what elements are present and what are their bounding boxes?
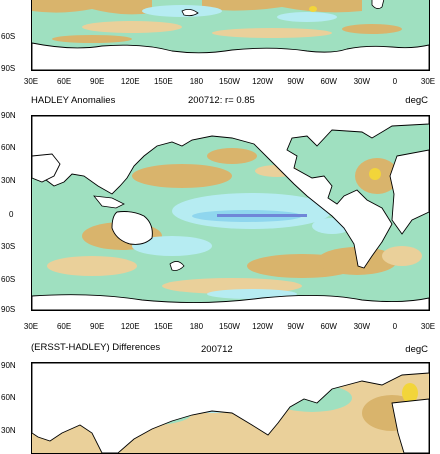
hadley-lon-axis: 30E 60E 90E 120E 150E 180 150W 120W 90W 60W 30W 0 30… [0,323,440,333]
lon-tick-label: 60E [56,77,72,86]
hadley-units: degC [405,95,428,106]
lon-tick-label: 30E [420,322,436,331]
anomaly-patch [342,24,402,34]
anomaly-patch [52,35,132,43]
difference-map-canvas [32,363,429,453]
difference-date: 200712 [201,344,233,355]
anomaly-patch [202,0,362,13]
lat-label: 30S [1,242,16,251]
antarctica [32,42,429,70]
lon-tick-label: 180 [189,77,204,86]
anomaly-patch [32,0,152,15]
anomaly-patch [217,214,307,217]
lon-tick-label: 30W [353,77,371,86]
anomaly-patch [207,148,257,164]
south-america-tip [371,0,385,9]
ersst-lon-axis: 30E 60E 90E 120E 150E 180 150W 120W 90W 60W 30W 0 30… [0,78,440,88]
lat-label: 60N [1,143,16,152]
lon-tick-label: 30W [353,322,371,331]
anomaly-patch [402,383,418,403]
antarctica [32,294,429,310]
lon-tick-label: 150E [153,77,173,86]
anomaly-patch [212,28,332,38]
northern-landmass [32,363,429,453]
lon-tick-label: 30E [420,77,436,86]
ersst-panel: 60S 90S 30E 60E 90E 120E 150E 180 150W 120W 90W 6… [0,0,440,92]
anomaly-patch [132,236,212,256]
lon-tick-label: 30E [23,77,39,86]
ersst-map-canvas [32,0,429,70]
lon-tick-label: 60E [56,322,72,331]
lon-tick-label: 120E [120,322,140,331]
anomaly-patch [47,256,137,276]
anomaly-patch [309,6,317,12]
anomaly-patch [82,21,182,33]
lon-tick-label: 120E [120,77,140,86]
anomaly-patch [382,246,422,266]
lon-tick-label: 60W [320,77,337,86]
lat-label: 0 [9,210,14,219]
africa [389,149,429,235]
difference-panel: (ERSST-HADLEY) Differences 200712 degC 9… [0,342,440,454]
australia [111,211,153,245]
lon-tick-label: 120W [252,77,274,86]
difference-units: degC [405,344,428,355]
lat-label: 90S [1,64,16,73]
new-zealand [181,9,199,17]
lon-tick-label: 120W [252,322,274,331]
indonesia [93,195,125,209]
lon-tick-label: 90W [287,322,304,331]
lon-tick-label: 0 [392,322,398,331]
lat-label: 90S [1,305,16,314]
lon-tick-label: 150E [153,322,173,331]
lon-tick-label: 30E [23,322,39,331]
lat-label: 60S [1,32,16,41]
anomaly-patch [369,168,381,180]
lon-tick-label: 90E [90,77,105,86]
hadley-date-correlation: 200712: r= 0.85 [188,95,255,106]
anomaly-patch [132,164,232,188]
lat-label: 60N [1,393,16,402]
new-zealand [169,261,185,271]
hadley-title: HADLEY Anomalies [31,95,116,106]
lat-label: 60S [1,275,16,284]
lat-label: 30N [1,426,16,435]
lon-tick-label: 60W [320,322,337,331]
hadley-panel: HADLEY Anomalies 200712: r= 0.85 degC [0,92,440,342]
lon-tick-label: 150W [219,77,240,86]
difference-map [31,362,430,454]
northern-landmass [32,116,429,269]
lon-tick-label: 90E [90,322,105,331]
lon-tick-label: 90W [287,77,304,86]
lon-tick-label: 0 [392,77,398,86]
anomaly-patch [277,12,337,22]
ersst-map [31,0,430,71]
lat-label: 90N [1,111,16,120]
difference-title: (ERSST-HADLEY) Differences [31,342,161,353]
lat-label: 90N [1,361,16,370]
hadley-map-canvas [32,116,429,310]
lat-label: 30N [1,176,16,185]
lon-tick-label: 150W [219,322,240,331]
hadley-map [31,115,430,311]
africa-west [32,153,61,183]
lon-tick-label: 180 [189,322,204,331]
